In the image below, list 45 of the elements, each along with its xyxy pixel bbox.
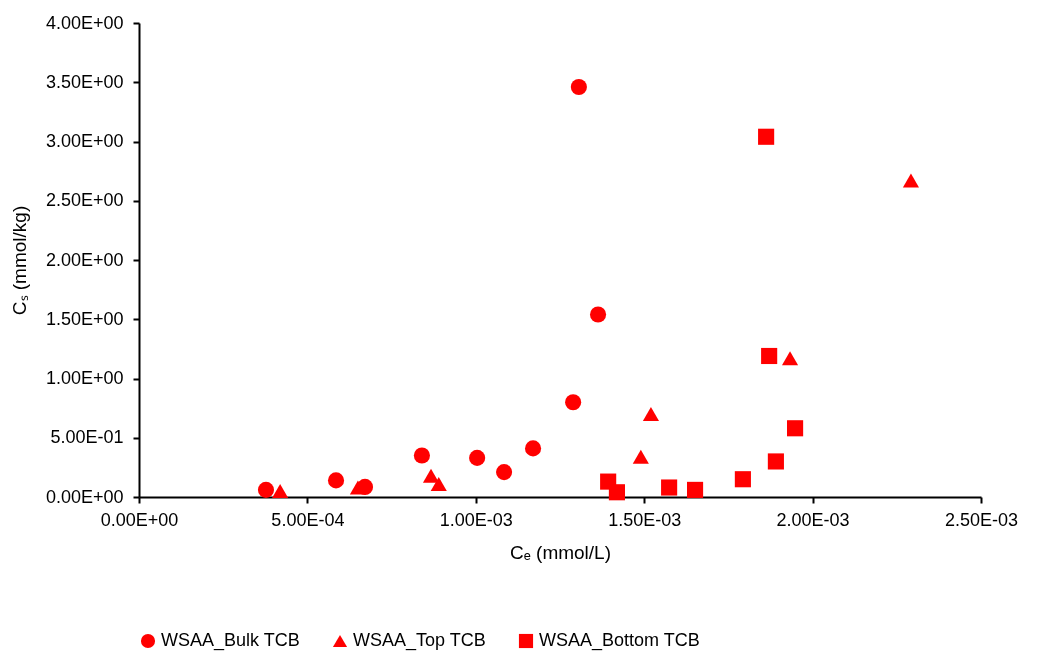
- point: [686, 481, 704, 498]
- point: [902, 173, 920, 188]
- point: [430, 476, 447, 491]
- point: [349, 480, 366, 495]
- y-tick-label: 1.00E+00: [45, 368, 124, 388]
- y-tick-label: 4.00E+00: [45, 12, 124, 33]
- point: [734, 471, 751, 488]
- point: [632, 449, 649, 464]
- x-tick-label: 5.00E-04: [271, 509, 345, 530]
- y-tick-label: 1.50E+00: [45, 308, 124, 329]
- x-tick-label: 1.00E-03: [439, 509, 513, 530]
- point: [257, 481, 275, 498]
- x-axis-title: Cₑ (mmol/L): [509, 541, 612, 563]
- x-tick-label: 2.50E-03: [944, 509, 1019, 530]
- x-tick-label: 0.00E+00: [100, 509, 179, 530]
- point: [272, 484, 289, 499]
- point: [787, 420, 804, 437]
- legend-label: WSAA_Bulk TCB: [161, 630, 300, 651]
- point: [642, 407, 659, 422]
- x-tick-label: 2.00E-03: [776, 509, 850, 530]
- y-tick-label: 2.50E+00: [45, 190, 124, 211]
- point: [661, 479, 678, 496]
- point: [422, 468, 440, 483]
- point: [469, 449, 486, 466]
- y-tick-label: 2.00E+00: [45, 249, 124, 270]
- point: [608, 484, 625, 501]
- point: [781, 351, 799, 366]
- y-tick-label: 5.00E-01: [50, 427, 124, 448]
- legend-label: WSAA_Bottom TCB: [539, 630, 700, 651]
- point: [761, 347, 778, 365]
- y-tick-label: 3.00E+00: [45, 131, 124, 151]
- point: [565, 394, 582, 411]
- point: [524, 440, 542, 457]
- y-tick-label: 0.00E+00: [45, 486, 124, 507]
- point: [570, 78, 587, 96]
- point: [590, 306, 607, 323]
- legend-label: WSAA_Top TCB: [353, 630, 486, 651]
- point: [327, 472, 345, 489]
- point: [767, 453, 784, 470]
- point: [413, 447, 430, 464]
- y-tick-label: 3.50E+00: [45, 71, 124, 92]
- point: [758, 128, 775, 145]
- y-axis-title: Cₛ (mmol/kg): [8, 205, 30, 316]
- point: [496, 464, 513, 481]
- x-tick-label: 1.50E-03: [608, 509, 682, 530]
